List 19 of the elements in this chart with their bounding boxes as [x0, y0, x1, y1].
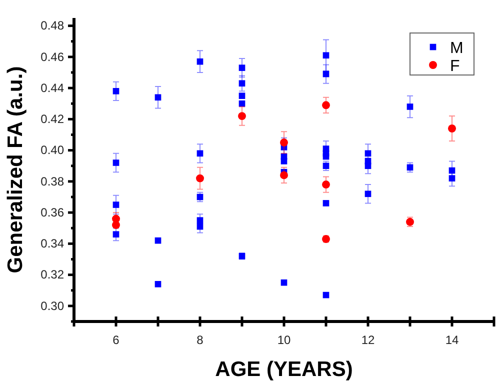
y-tick-label: 0.40 — [40, 143, 64, 158]
x-tick-label: 12 — [361, 333, 375, 348]
x-tick-label: 10 — [277, 333, 291, 348]
y-tick-label: 0.38 — [40, 174, 64, 188]
legend-label: F — [450, 58, 460, 75]
y-tick-label: 0.42 — [40, 112, 64, 126]
y-tick-label: 0.36 — [40, 205, 64, 220]
x-tick-label: 6 — [112, 333, 120, 348]
x-axis-title: AGE (YEARS) — [215, 358, 353, 381]
y-tick-label: 0.32 — [40, 268, 64, 282]
y-tick-label: 0.48 — [40, 18, 64, 33]
y-tick-label: 0.44 — [40, 80, 64, 95]
x-tick-label: 14 — [445, 333, 459, 348]
x-tick-label: 8 — [196, 333, 204, 348]
y-axis-title: Generalized FA (a.u.) — [4, 66, 27, 274]
legend-label: M — [450, 40, 464, 57]
y-tick-label: 0.34 — [40, 236, 64, 251]
y-tick-label: 0.46 — [40, 50, 64, 64]
y-tick-label: 0.30 — [40, 298, 64, 313]
